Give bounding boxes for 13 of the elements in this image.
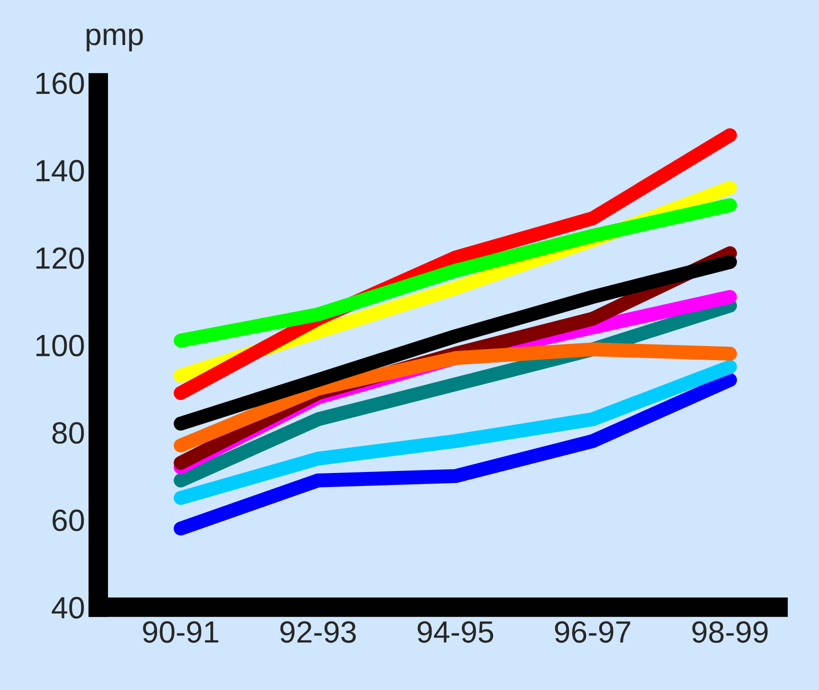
- x-tick-label: 98-99: [692, 621, 768, 643]
- y-tick-label: 80: [52, 422, 84, 444]
- y-tick-label: 120: [36, 247, 84, 269]
- y-tick-label: 100: [36, 334, 84, 356]
- y-axis-title: pmp: [86, 28, 143, 52]
- x-tick-label: 90-91: [143, 621, 218, 643]
- y-tick-label: 140: [36, 160, 84, 182]
- y-tick-label: 60: [52, 510, 84, 532]
- x-tick-label: 92-93: [280, 621, 356, 643]
- y-tick-label: 40: [52, 596, 84, 619]
- x-tick-label: 94-95: [418, 621, 494, 643]
- y-tick-label: 160: [36, 72, 84, 94]
- x-tick-label: 96-97: [555, 621, 630, 643]
